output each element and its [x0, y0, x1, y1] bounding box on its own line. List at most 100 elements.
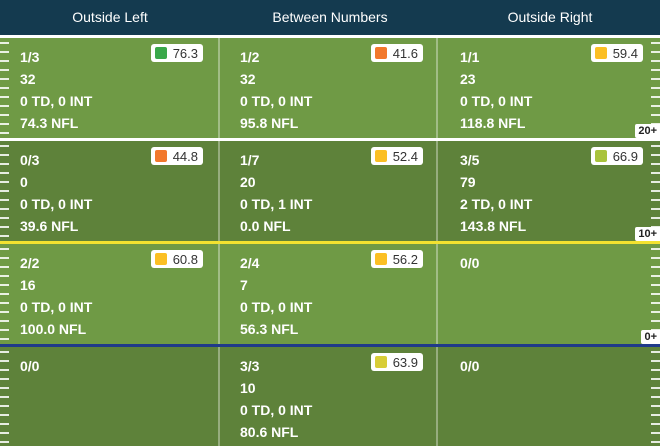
column-divider-2 — [436, 38, 438, 138]
zone-cell[interactable]: 2/4 7 0 TD, 0 INT 56.3 NFL 56.2 — [220, 244, 440, 344]
zone-row-1: 1/3 32 0 TD, 0 INT 74.3 NFL 76.3 1/2 32 0 TD, 0… — [0, 38, 660, 138]
hash-tick-right — [651, 42, 660, 44]
hash-tick-right — [651, 208, 660, 210]
zone-cell[interactable]: 0/0 — [440, 347, 660, 446]
hash-tick-right — [651, 378, 660, 380]
passer-rating: 56.3 NFL — [240, 321, 299, 337]
hash-tick-right — [651, 163, 660, 165]
zone-row-4: 0/0 3/3 10 0 TD, 0 INT 80.6 NFL 63.9 0/0 — [0, 347, 660, 446]
grade-color-indicator — [594, 150, 607, 162]
hash-tick-left — [0, 87, 9, 89]
zone-cell[interactable]: 1/3 32 0 TD, 0 INT 74.3 NFL 76.3 — [0, 38, 220, 138]
hash-tick-right — [651, 387, 660, 389]
grade-badge: 52.4 — [370, 147, 423, 165]
hash-tick-right — [651, 257, 660, 259]
hash-tick-right — [651, 96, 660, 98]
zone-row-3: 2/2 16 0 TD, 0 INT 100.0 NFL 60.8 2/4 7 0 TD, 0… — [0, 244, 660, 344]
hash-tick-left — [0, 42, 9, 44]
grade-color-indicator — [374, 356, 387, 368]
completions-attempts: 2/2 — [20, 255, 40, 271]
hash-tick-left — [0, 284, 9, 286]
column-divider-1 — [218, 244, 220, 344]
hash-tick-left — [0, 311, 9, 313]
hash-tick-left — [0, 378, 9, 380]
hash-tick-right — [651, 181, 660, 183]
line-of-scrimmage-top — [0, 35, 660, 38]
hash-tick-left — [0, 172, 9, 174]
grade-value: 52.4 — [392, 148, 418, 164]
completions-attempts: 2/4 — [240, 255, 260, 271]
zone-cell[interactable]: 0/3 0 0 TD, 0 INT 39.6 NFL 44.8 — [0, 141, 220, 241]
hash-tick-right — [651, 293, 660, 295]
grade-badge: 44.8 — [150, 147, 203, 165]
column-divider-1 — [218, 347, 220, 446]
hash-tick-left — [0, 396, 9, 398]
hash-tick-right — [651, 78, 660, 80]
passer-rating: 118.8 NFL — [460, 115, 526, 131]
hash-tick-right — [651, 423, 660, 425]
zone-cell[interactable]: 0/0 — [0, 347, 220, 446]
passing-yards: 0 — [20, 174, 28, 190]
td-int: 0 TD, 0 INT — [460, 93, 533, 109]
hash-tick-right — [651, 105, 660, 107]
grade-value: 60.8 — [172, 251, 198, 267]
hash-tick-left — [0, 60, 9, 62]
passer-rating: 100.0 NFL — [20, 321, 87, 337]
td-int: 0 TD, 0 INT — [240, 299, 313, 315]
hash-tick-left — [0, 248, 9, 250]
completions-attempts: 1/1 — [460, 49, 480, 65]
column-divider-2 — [436, 141, 438, 241]
hash-tick-right — [651, 87, 660, 89]
yard-marker: 10+ — [635, 227, 660, 241]
hash-tick-left — [0, 163, 9, 165]
yard-line-0 — [0, 344, 660, 347]
hash-tick-right — [651, 248, 660, 250]
zone-cell[interactable]: 1/1 23 0 TD, 0 INT 118.8 NFL 59.4 — [440, 38, 660, 138]
hash-tick-right — [651, 360, 660, 362]
hash-tick-left — [0, 369, 9, 371]
hash-tick-right — [651, 69, 660, 71]
grade-badge: 76.3 — [150, 44, 203, 62]
grade-value: 59.4 — [612, 45, 638, 61]
grade-color-indicator — [594, 47, 607, 59]
grade-color-indicator — [374, 253, 387, 265]
zone-cell[interactable]: 1/7 20 0 TD, 1 INT 0.0 NFL 52.4 — [220, 141, 440, 241]
hash-tick-left — [0, 154, 9, 156]
td-int: 0 TD, 0 INT — [20, 299, 93, 315]
yard-marker: 20+ — [635, 124, 660, 138]
zone-cell[interactable]: 3/5 79 2 TD, 0 INT 143.8 NFL 66.9 — [440, 141, 660, 241]
hash-tick-left — [0, 123, 9, 125]
zone-cell[interactable]: 2/2 16 0 TD, 0 INT 100.0 NFL 60.8 — [0, 244, 220, 344]
passing-yards: 32 — [240, 71, 256, 87]
hash-tick-right — [651, 414, 660, 416]
zone-cell[interactable]: 3/3 10 0 TD, 0 INT 80.6 NFL 63.9 — [220, 347, 440, 446]
hash-tick-left — [0, 132, 9, 134]
hash-tick-right — [651, 145, 660, 147]
hash-tick-left — [0, 329, 9, 331]
passing-yards: 23 — [460, 71, 476, 87]
column-header-outside-right: Outside Right — [507, 9, 593, 25]
grade-value: 63.9 — [392, 354, 418, 370]
td-int: 0 TD, 0 INT — [240, 402, 313, 418]
column-header-between-numbers: Between Numbers — [272, 9, 388, 25]
passer-rating: 39.6 NFL — [20, 218, 79, 234]
hash-tick-right — [651, 154, 660, 156]
hash-tick-right — [651, 172, 660, 174]
passing-zone-field: 1/3 32 0 TD, 0 INT 74.3 NFL 76.3 1/2 32 0 TD, 0… — [0, 35, 660, 446]
grade-color-indicator — [374, 150, 387, 162]
passing-yards: 16 — [20, 277, 36, 293]
hash-tick-right — [651, 405, 660, 407]
hash-tick-left — [0, 405, 9, 407]
hash-tick-right — [651, 351, 660, 353]
passer-rating: 80.6 NFL — [240, 424, 299, 440]
yard-marker: 0+ — [641, 330, 660, 344]
hash-tick-left — [0, 199, 9, 201]
hash-tick-left — [0, 114, 9, 116]
td-int: 0 TD, 0 INT — [240, 93, 313, 109]
zone-cell[interactable]: 1/2 32 0 TD, 0 INT 95.8 NFL 41.6 — [220, 38, 440, 138]
passing-yards: 7 — [240, 277, 248, 293]
hash-tick-left — [0, 105, 9, 107]
passing-yards: 32 — [20, 71, 36, 87]
hash-tick-right — [651, 396, 660, 398]
zone-cell[interactable]: 0/0 — [440, 244, 660, 344]
